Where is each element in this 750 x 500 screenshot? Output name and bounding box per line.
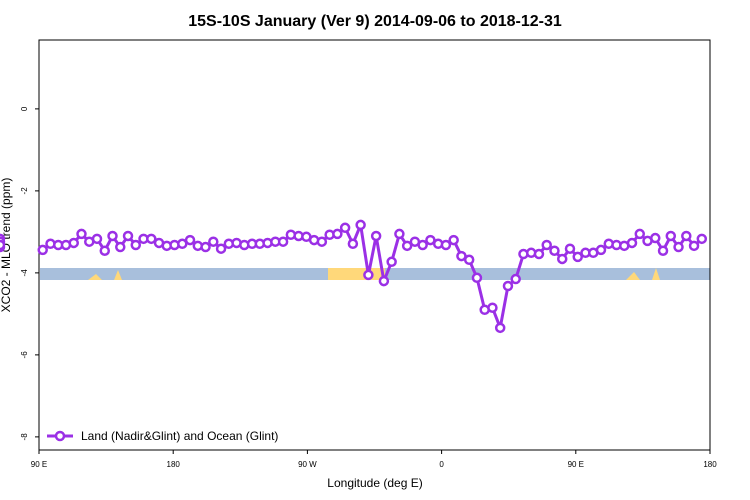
chart-title: 15S-10S January (Ver 9) 2014-09-06 to 20…	[188, 13, 562, 30]
x-tick-label: 90 W	[298, 460, 317, 469]
data-point	[657, 245, 669, 256]
data-point	[572, 251, 583, 263]
data-point	[634, 228, 646, 240]
data-point	[316, 236, 328, 247]
data-point	[347, 238, 359, 250]
y-tick-label: -2	[20, 187, 29, 195]
data-point	[564, 243, 576, 254]
data-point	[122, 230, 134, 242]
data-point	[99, 245, 111, 256]
data-point	[177, 238, 188, 250]
y-tick-label: -6	[20, 351, 29, 359]
data-point	[339, 222, 351, 234]
data-point	[363, 269, 374, 281]
data-point	[394, 228, 405, 240]
data-point	[184, 234, 196, 246]
data-point	[510, 273, 521, 285]
data-point	[595, 244, 607, 256]
x-tick-label: 180	[703, 460, 717, 469]
data-point	[130, 239, 142, 251]
data-point	[355, 219, 366, 231]
data-point	[215, 243, 227, 254]
data-point	[681, 230, 692, 242]
y-tick-label: -4	[20, 269, 29, 277]
y-tick-label: -8	[20, 433, 29, 441]
data-point	[417, 239, 428, 251]
data-point	[688, 240, 700, 252]
data-point	[370, 230, 382, 242]
data-point	[541, 239, 552, 251]
data-point	[386, 256, 397, 268]
x-tick-label: 0	[439, 460, 444, 469]
data-point	[425, 234, 436, 246]
y-tick-label: 0	[20, 106, 29, 111]
data-point	[68, 237, 79, 249]
legend-label: Land (Nadir&Glint) and Ocean (Glint)	[81, 429, 278, 443]
data-point	[502, 280, 514, 292]
land-ocean-mask	[40, 268, 710, 280]
data-point	[37, 244, 48, 256]
plot-frame	[38, 39, 711, 451]
data-point	[471, 272, 483, 284]
data-point	[448, 234, 459, 246]
data-point	[91, 233, 103, 245]
x-axis-label: Longitude (deg E)	[327, 476, 422, 490]
data-point	[107, 230, 118, 242]
x-tick-label: 90 E	[31, 460, 47, 469]
x-tick-label: 90 E	[568, 460, 584, 469]
data-point	[378, 275, 390, 287]
data-point	[487, 302, 498, 313]
data-point	[200, 241, 211, 253]
data-point	[440, 239, 452, 251]
data-point	[673, 241, 684, 253]
data-point	[146, 233, 157, 245]
data-point	[556, 253, 568, 265]
x-tick-label: 180	[167, 460, 181, 469]
data-point	[696, 233, 708, 245]
data-point	[626, 237, 638, 249]
data-point	[549, 245, 560, 256]
data-point	[401, 240, 413, 252]
data-point	[494, 322, 506, 334]
data-point	[463, 254, 475, 266]
data-point	[456, 250, 467, 262]
data-point	[332, 228, 343, 240]
data-point	[277, 236, 289, 247]
data-point	[208, 236, 219, 247]
data-point	[0, 239, 6, 251]
data-point	[533, 248, 545, 260]
legend-marker	[54, 430, 66, 442]
data-point	[115, 241, 126, 253]
data-point	[650, 232, 661, 244]
y-axis-label: XCO2 - MLO trend (ppm)	[0, 178, 13, 313]
data-point	[76, 228, 87, 240]
data-point	[665, 230, 677, 242]
